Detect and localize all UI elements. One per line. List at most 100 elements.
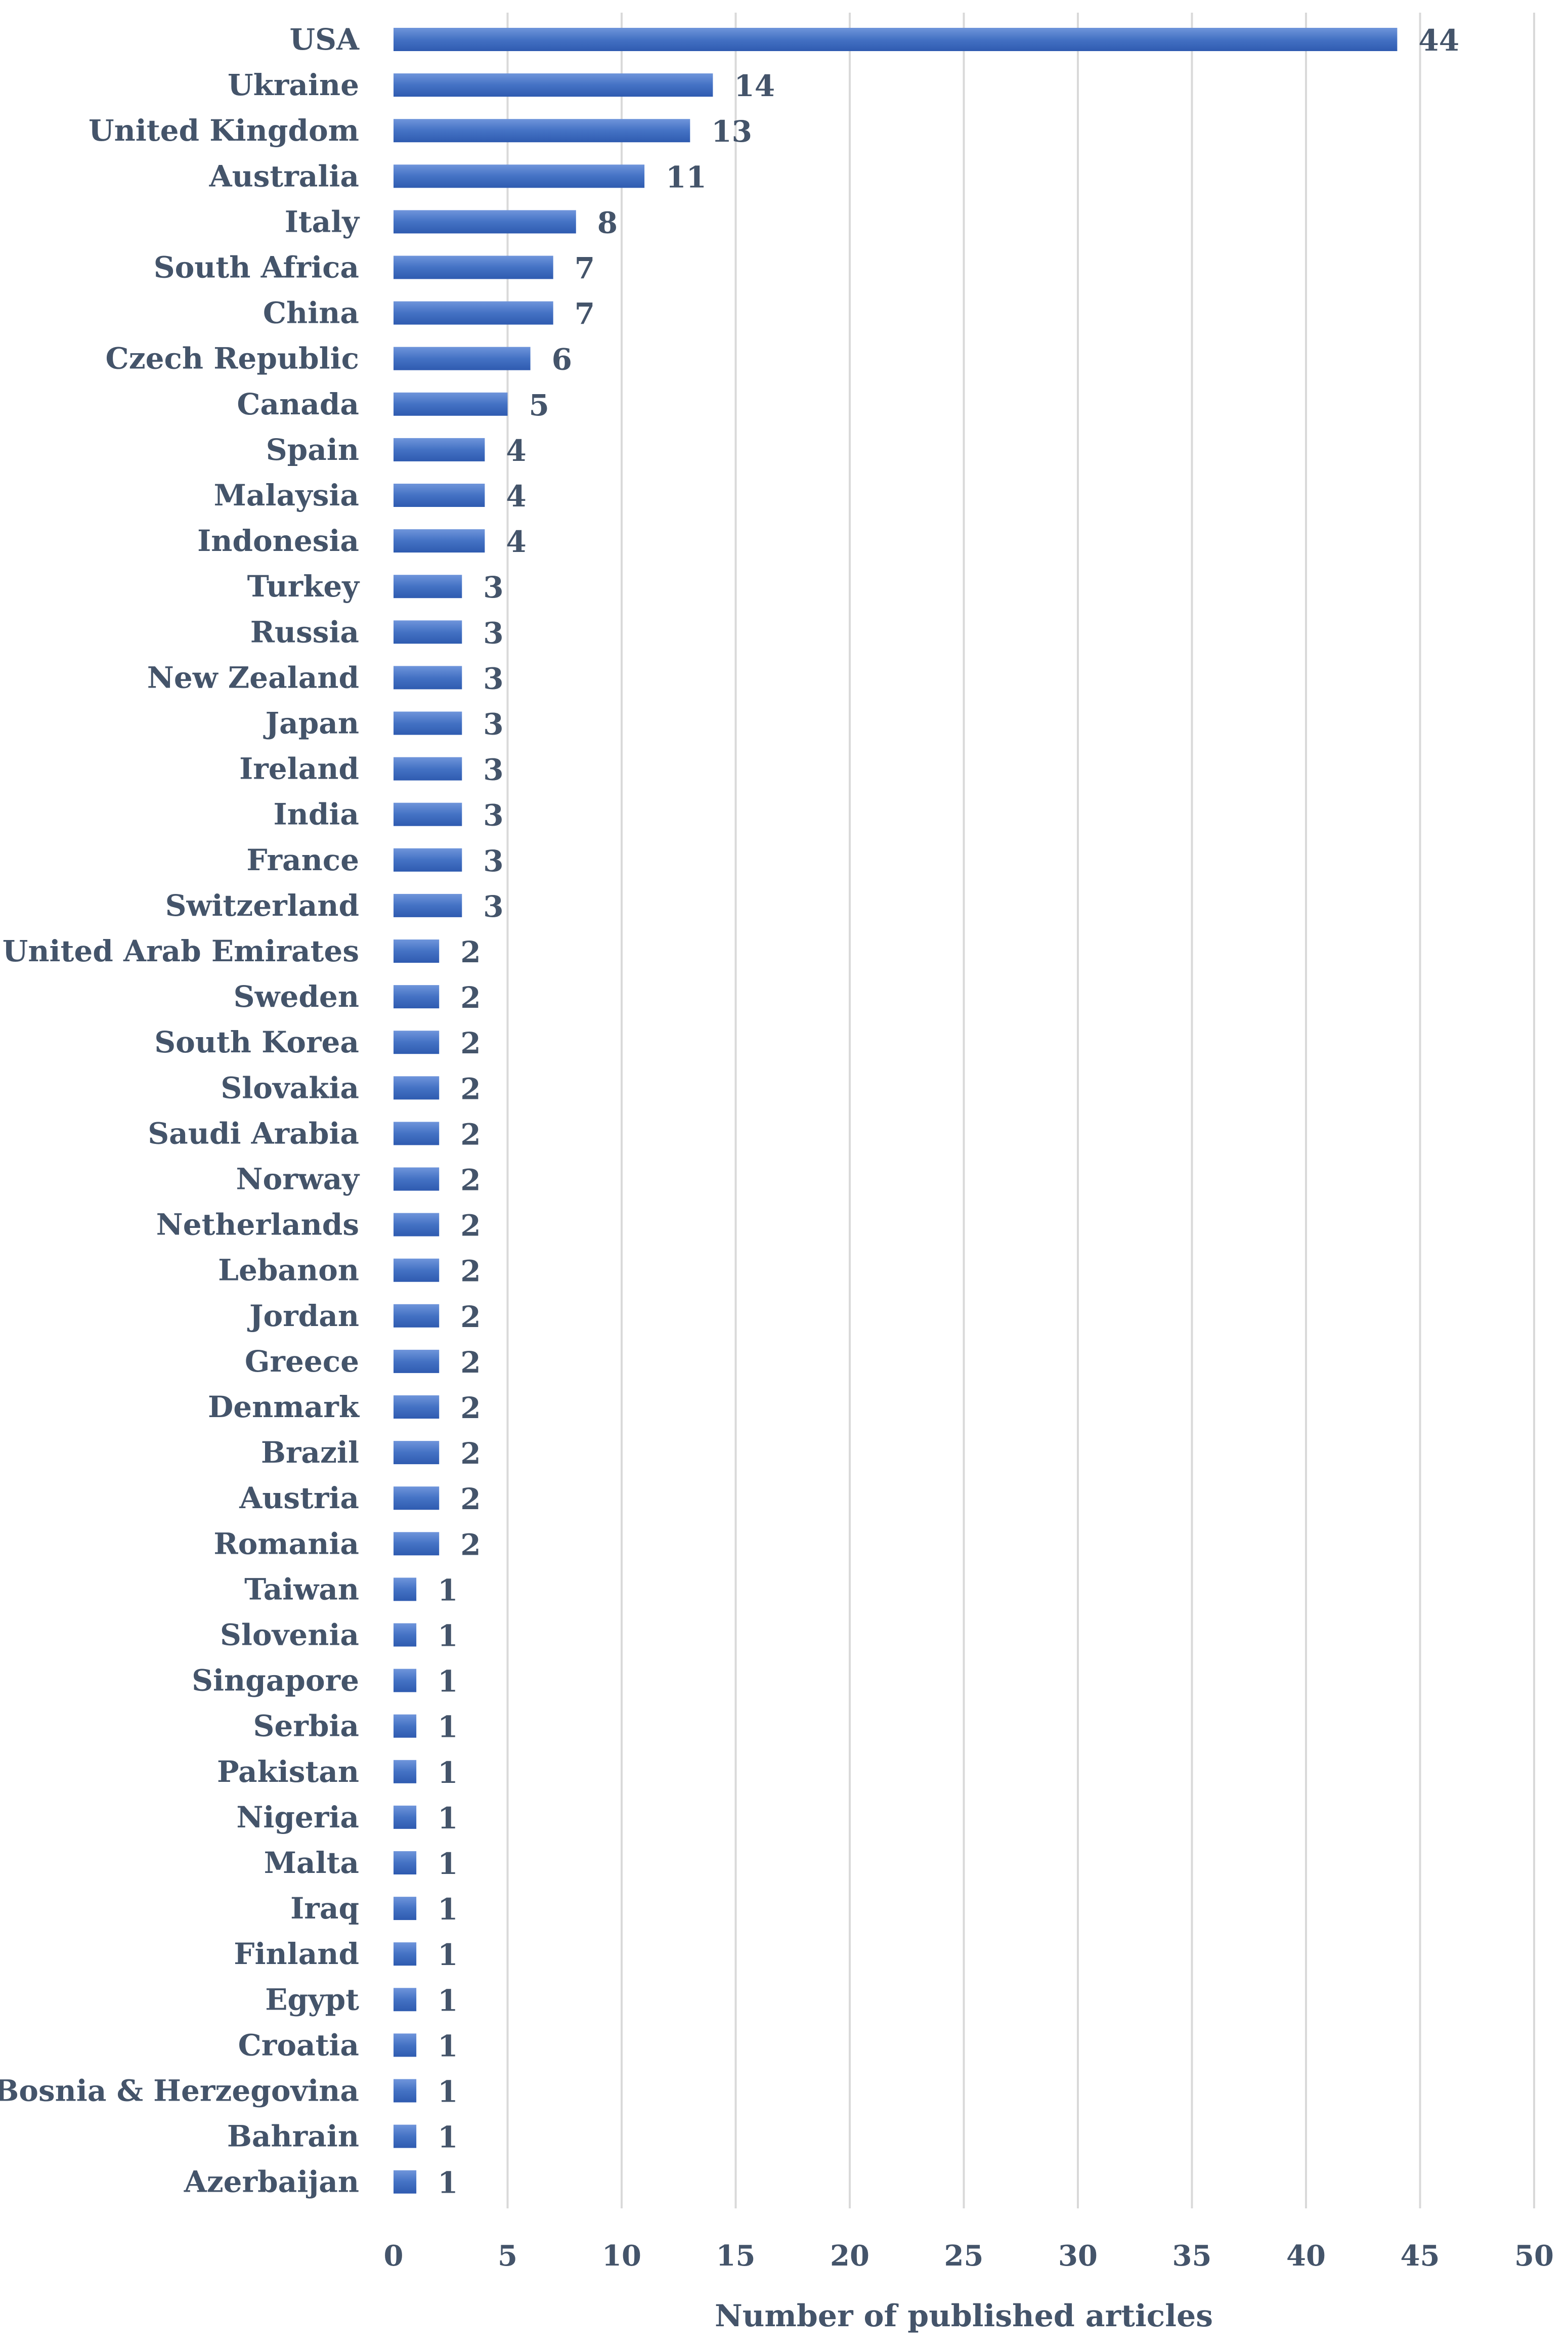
bar — [394, 529, 485, 553]
bar — [394, 1122, 440, 1145]
bar — [394, 1714, 417, 1738]
data-label: 4 — [506, 434, 526, 468]
data-label: 14 — [734, 69, 775, 103]
x-tick-label: 40 — [1286, 2239, 1326, 2273]
bar — [394, 119, 690, 143]
category-label: United Arab Emirates — [3, 934, 359, 968]
data-label: 1 — [438, 2166, 458, 2200]
data-label: 2 — [460, 980, 481, 1015]
bar — [394, 484, 485, 507]
data-label: 1 — [438, 1847, 458, 1881]
data-label: 2 — [460, 1436, 481, 1471]
category-label: Nigeria — [236, 1800, 359, 1834]
bar — [394, 1577, 417, 1601]
data-label: 3 — [483, 661, 503, 696]
data-label: 3 — [483, 570, 503, 605]
category-label: Bosnia & Herzegovina — [0, 2074, 359, 2108]
gridlines — [506, 13, 1535, 2208]
category-label: Japan — [263, 706, 359, 741]
category-label: Ireland — [239, 752, 359, 786]
bar — [394, 2079, 417, 2103]
category-label: Canada — [237, 387, 359, 421]
category-label: Indonesia — [197, 524, 359, 558]
bar — [394, 1031, 440, 1054]
data-label: 1 — [438, 2120, 458, 2155]
category-label: Denmark — [208, 1390, 360, 1424]
x-axis-ticks: 0 5 10 15 20 25 30 35 40 45 50 — [384, 2239, 1554, 2273]
data-label: 6 — [552, 343, 572, 377]
category-label: Australia — [209, 159, 359, 193]
category-label: Spain — [266, 433, 359, 467]
data-label: 2 — [460, 1117, 481, 1151]
bar — [394, 1076, 440, 1100]
bar — [394, 620, 462, 644]
bar — [394, 575, 462, 599]
category-label: USA — [290, 22, 360, 57]
data-label: 1 — [438, 1573, 458, 1607]
x-tick-label: 20 — [830, 2239, 869, 2273]
data-label: 2 — [460, 1026, 481, 1060]
data-label: 3 — [483, 889, 503, 924]
category-label: Austria — [239, 1481, 359, 1515]
x-tick-label: 15 — [716, 2239, 756, 2273]
data-label: 1 — [438, 1619, 458, 1653]
data-label: 7 — [575, 297, 595, 331]
category-label: Malaysia — [214, 478, 359, 513]
data-label: 3 — [483, 844, 503, 878]
x-tick-label: 25 — [944, 2239, 984, 2273]
data-label: 2 — [460, 1391, 481, 1425]
bar — [394, 1988, 417, 2012]
bar — [394, 392, 508, 416]
data-label: 11 — [666, 160, 707, 194]
bar — [394, 210, 576, 234]
category-label: Taiwan — [244, 1572, 359, 1606]
bar — [394, 438, 485, 461]
category-label: Malta — [264, 1846, 359, 1880]
data-label: 3 — [483, 616, 503, 650]
category-label: Saudi Arabia — [148, 1116, 359, 1150]
bar — [394, 1897, 417, 1920]
bar — [394, 28, 1398, 51]
x-tick-label: 45 — [1401, 2239, 1440, 2273]
category-label: Turkey — [247, 569, 361, 604]
data-label: 13 — [711, 114, 752, 149]
bar — [394, 301, 553, 325]
category-label: Netherlands — [156, 1208, 359, 1242]
bar — [394, 1851, 417, 1874]
bar — [394, 2170, 417, 2194]
bar — [394, 1805, 417, 1829]
data-label: 2 — [460, 1345, 481, 1380]
data-label: 4 — [506, 525, 526, 559]
data-label: 1 — [438, 1892, 458, 1927]
category-label: Ukraine — [228, 68, 359, 102]
category-labels: USA Ukraine United Kingdom Australia Italy So… — [0, 22, 360, 2199]
data-label: 1 — [438, 2029, 458, 2063]
bar — [394, 848, 462, 872]
data-label: 8 — [597, 205, 618, 240]
x-axis-title: Number of published articles — [715, 2298, 1213, 2334]
bar — [394, 711, 462, 735]
category-label: Czech Republic — [106, 341, 359, 376]
bar — [394, 1441, 440, 1465]
category-label: China — [263, 296, 359, 330]
category-label: Switzerland — [165, 888, 359, 923]
bar — [394, 666, 462, 690]
category-label: South Africa — [154, 250, 359, 285]
data-label: 1 — [438, 1710, 458, 1744]
bar — [394, 1349, 440, 1373]
data-label: 1 — [438, 1664, 458, 1699]
category-label: France — [246, 843, 359, 877]
bar — [394, 1167, 440, 1191]
category-label: South Korea — [154, 1025, 359, 1059]
data-label: 2 — [460, 1482, 481, 1516]
data-label: 1 — [438, 2075, 458, 2109]
data-label: 7 — [575, 251, 595, 286]
category-label: Serbia — [253, 1709, 359, 1743]
category-label: Pakistan — [217, 1755, 359, 1789]
category-label: New Zealand — [147, 660, 359, 695]
bar — [394, 985, 440, 1009]
bar — [394, 1486, 440, 1510]
data-label: 1 — [438, 1983, 458, 2018]
data-label: 4 — [506, 479, 526, 514]
bar — [394, 1532, 440, 1556]
